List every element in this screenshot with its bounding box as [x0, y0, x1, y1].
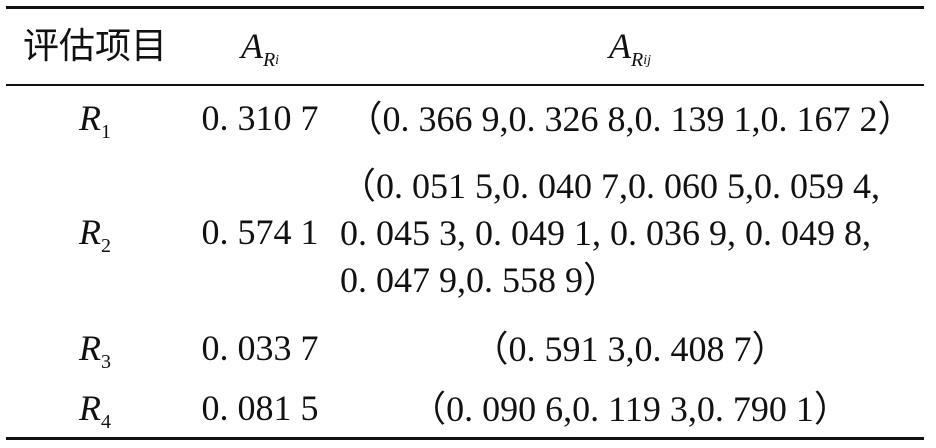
- vector-line: （0. 591 3,0. 408 7）: [472, 328, 788, 369]
- row-label: R4: [0, 384, 190, 446]
- subscript: R: [262, 49, 276, 71]
- vector-line: （0. 051 5,0. 040 7,0. 060 5,0. 059 4,: [340, 165, 880, 206]
- weight: 0. 574 1: [201, 212, 319, 252]
- weight: 0. 081 5: [201, 388, 319, 428]
- subscript: 1: [101, 121, 111, 143]
- row-label: R3: [0, 324, 190, 386]
- subscript: 2: [101, 235, 111, 257]
- vector-line: 0. 047 9,0. 558 9）: [340, 259, 619, 300]
- subscript: R: [631, 49, 644, 71]
- bottom-rule: [6, 437, 924, 440]
- top-rule: [6, 6, 924, 9]
- symbol: A: [240, 26, 263, 66]
- weight: 0. 310 7: [201, 98, 319, 138]
- sub-subscript: i: [275, 53, 280, 68]
- vector-line: 0. 045 3, 0. 049 1, 0. 036 9, 0. 049 8,: [340, 212, 871, 253]
- symbol: R: [79, 98, 101, 138]
- symbol: A: [609, 26, 631, 66]
- vector-line: （0. 366 9,0. 326 8,0. 139 1,0. 167 2）: [346, 98, 914, 139]
- symbol: R: [79, 328, 101, 368]
- symbol: R: [79, 212, 101, 252]
- sub-subscript: ij: [643, 53, 651, 68]
- header-rule: [6, 84, 924, 86]
- subscript: 4: [101, 411, 111, 433]
- subscript: 3: [101, 351, 111, 373]
- symbol: R: [79, 388, 101, 428]
- header-cell: 评估项目: [22, 26, 167, 66]
- row-label: R1: [0, 94, 190, 156]
- vector-line: （0. 090 6,0. 119 3,0. 790 1）: [410, 388, 850, 429]
- header-cell: ARi: [190, 22, 330, 85]
- row-label: R2: [0, 208, 190, 270]
- weight: 0. 033 7: [201, 328, 319, 368]
- header-cell: ARij: [330, 22, 930, 85]
